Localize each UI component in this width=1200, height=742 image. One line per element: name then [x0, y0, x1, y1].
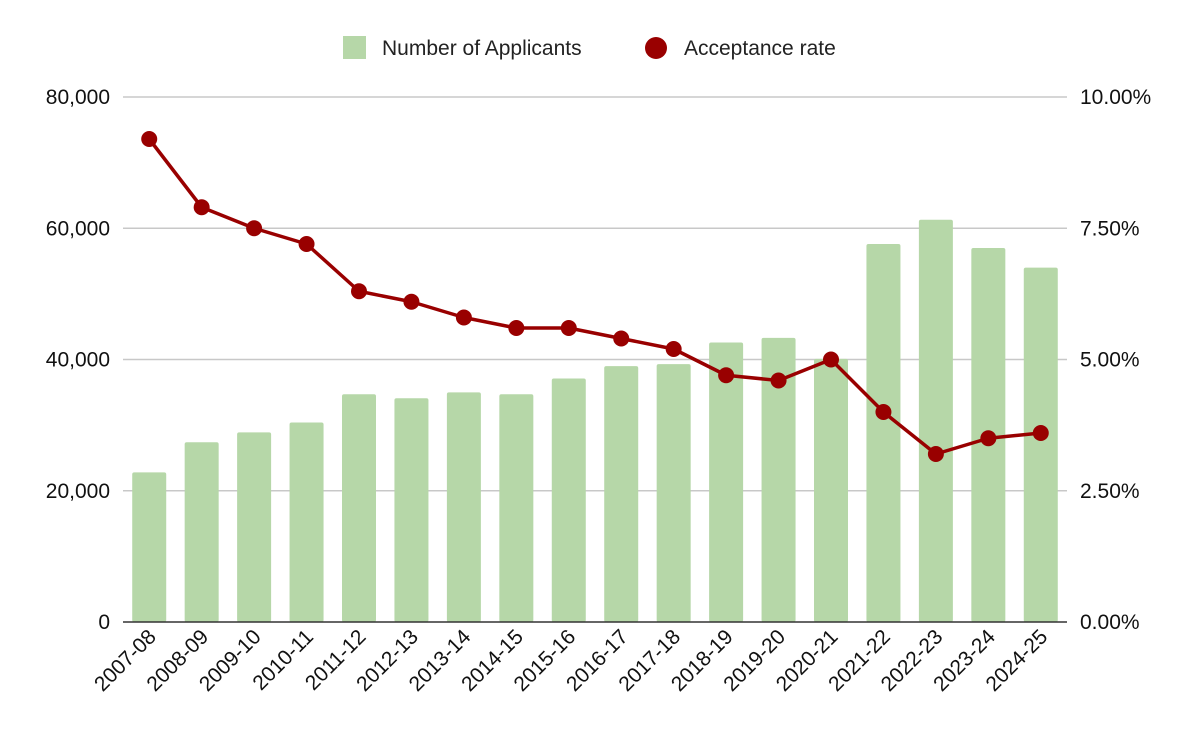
left-tick-label: 20,000 [46, 480, 110, 503]
rate-point-2007-08 [141, 131, 158, 147]
legend-label-acceptance-rate: Acceptance rate [684, 37, 836, 60]
bar-2016-17 [604, 366, 639, 622]
rate-point-2012-13 [403, 293, 420, 310]
rate-point-2013-14 [455, 309, 472, 326]
bar-2007-08 [132, 472, 167, 622]
bar-2014-15 [499, 394, 534, 622]
bar-2012-13 [394, 398, 429, 622]
bar-2015-16 [551, 378, 586, 622]
bar-2010-11 [289, 422, 324, 622]
rate-point-2009-10 [246, 220, 263, 237]
rate-point-2010-11 [298, 236, 315, 252]
bar-2018-19 [709, 342, 744, 622]
left-tick-label: 40,000 [46, 349, 110, 372]
legend-label-applicants: Number of Applicants [382, 37, 582, 60]
x-axis-tick-labels: 2007-082008-092009-102010-112011-122012-… [90, 625, 1052, 696]
gridlines [123, 96, 1067, 492]
right-axis-tick-labels: 0.00% 2.50% 5.00% 7.50% 10.00% [1080, 86, 1151, 634]
rate-point-2017-18 [665, 341, 682, 357]
right-tick-label: 10.00% [1080, 86, 1151, 109]
bar-2013-14 [446, 392, 481, 622]
applicants-bars [132, 219, 1058, 622]
rate-point-2021-22 [875, 404, 892, 420]
acceptance-rate-polyline [147, 137, 1041, 456]
left-tick-label: 80,000 [46, 86, 110, 109]
rate-point-2019-20 [770, 372, 787, 389]
legend-swatch-applicants [343, 36, 366, 59]
bar-2008-09 [184, 442, 219, 622]
left-tick-label: 0 [98, 611, 110, 634]
bar-2019-20 [761, 337, 796, 622]
rate-point-2011-12 [351, 283, 367, 300]
bar-2009-10 [237, 432, 272, 622]
legend: Number of Applicants Acceptance rate [343, 36, 836, 60]
rate-point-2015-16 [560, 320, 577, 336]
left-axis-tick-labels: 0 20,000 40,000 60,000 80,000 [46, 86, 110, 634]
rate-point-2018-19 [718, 367, 735, 384]
bar-2024-25 [1023, 267, 1058, 622]
rate-point-2008-09 [193, 199, 210, 216]
acceptance-rate-line [141, 131, 1049, 462]
bar-2021-22 [866, 244, 901, 622]
rate-point-2016-17 [613, 330, 630, 347]
right-tick-label: 5.00% [1080, 349, 1140, 372]
bar-2011-12 [342, 394, 376, 622]
rate-point-2023-24 [980, 430, 997, 447]
rate-point-2014-15 [508, 320, 525, 336]
right-tick-label: 7.50% [1080, 217, 1140, 240]
rate-point-2024-25 [1032, 425, 1049, 441]
rate-point-2020-21 [823, 351, 839, 368]
legend-marker-acceptance-rate [645, 37, 667, 59]
right-tick-label: 2.50% [1080, 480, 1140, 503]
bar-2022-23 [918, 219, 953, 622]
bar-2020-21 [814, 358, 848, 622]
right-tick-label: 0.00% [1080, 611, 1140, 634]
bar-2017-18 [656, 364, 691, 622]
left-tick-label: 60,000 [46, 217, 110, 240]
rate-point-2022-23 [927, 446, 944, 462]
